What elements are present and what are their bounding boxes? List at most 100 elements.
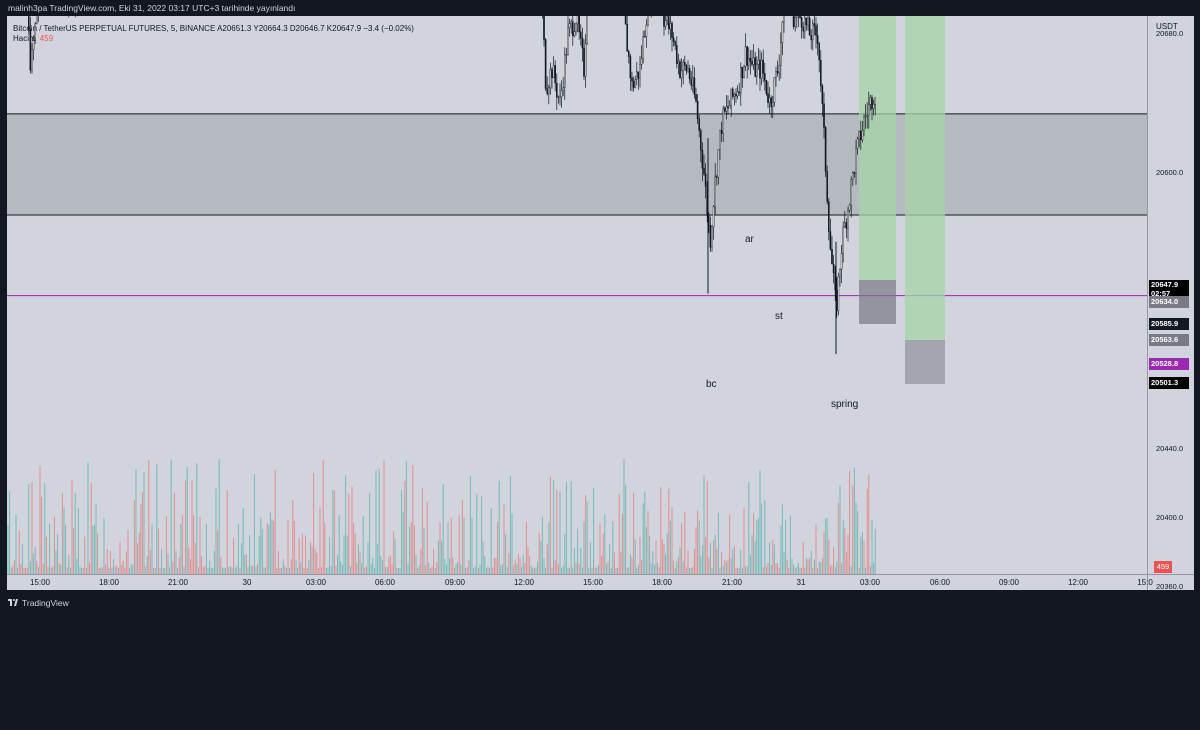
candle-body xyxy=(544,39,547,89)
candle-body xyxy=(821,85,824,104)
volume-bar xyxy=(585,494,587,574)
volume-bar xyxy=(172,561,174,574)
volume-bar xyxy=(473,567,475,574)
volume-bar xyxy=(828,539,830,574)
volume-bar xyxy=(244,554,246,574)
volume-bar xyxy=(229,566,231,574)
volume-bar xyxy=(191,480,193,574)
volume-bar xyxy=(354,533,356,574)
volume-bar xyxy=(581,567,583,574)
volume-bar xyxy=(759,469,761,574)
volume-bar xyxy=(845,552,847,574)
candle-body xyxy=(829,231,832,250)
volume-bar xyxy=(578,564,580,574)
volume-bar xyxy=(309,542,311,574)
volume-bar xyxy=(385,566,387,574)
candle-body xyxy=(556,83,558,98)
volume-legend[interactable]: Hacim 459 xyxy=(13,34,53,43)
symbol-legend[interactable]: Bitcoin / TetherUS PERPETUAL FUTURES, 5,… xyxy=(13,24,414,33)
candle-body xyxy=(775,71,777,78)
volume-bar xyxy=(157,528,159,574)
volume-bar xyxy=(349,566,351,574)
candle-body xyxy=(703,167,705,175)
candle-body xyxy=(631,77,633,82)
volume-bar xyxy=(863,540,865,574)
volume-bar xyxy=(196,463,198,574)
volume-bar xyxy=(618,494,620,574)
volume-bar xyxy=(50,567,52,574)
candle-body xyxy=(776,71,779,74)
volume-bar xyxy=(60,564,62,574)
candle-body xyxy=(749,58,752,62)
volume-bar xyxy=(524,563,526,574)
volume-bar xyxy=(154,567,156,574)
volume-bar xyxy=(461,499,463,574)
volume-bar xyxy=(204,566,206,574)
candle-body xyxy=(711,226,713,248)
volume-bar xyxy=(351,486,353,574)
volume-bar xyxy=(61,493,63,574)
candle-body xyxy=(728,105,731,109)
price-scale-divider xyxy=(1147,16,1148,590)
volume-bar xyxy=(820,562,822,574)
volume-bar xyxy=(218,459,220,574)
candle-body xyxy=(628,51,630,57)
time-label: 21:00 xyxy=(721,578,743,587)
volume-bar xyxy=(725,561,727,574)
chart-plot-area[interactable] xyxy=(7,16,1147,574)
candle-body xyxy=(28,16,30,30)
volume-bar xyxy=(362,515,364,574)
volume-bar xyxy=(457,561,459,574)
volume-bar xyxy=(167,554,169,574)
volume-bar xyxy=(412,465,414,574)
volume-bar xyxy=(26,567,28,574)
volume-bar xyxy=(489,567,491,574)
volume-bar xyxy=(553,479,555,574)
volume-bar xyxy=(389,555,391,574)
candle-body xyxy=(695,94,697,102)
volume-bar xyxy=(402,512,404,574)
footer-brand: TradingView xyxy=(22,598,69,608)
chart-frame xyxy=(7,16,1194,590)
volume-bar xyxy=(29,561,31,574)
volume-bar xyxy=(460,564,462,574)
volume-bar xyxy=(162,567,164,574)
candle-body xyxy=(586,16,588,45)
volume-bar xyxy=(420,548,422,574)
candle-body xyxy=(796,16,798,18)
volume-bar xyxy=(258,535,260,574)
annotation-bc: bc xyxy=(706,379,717,390)
candle-body xyxy=(746,46,748,66)
volume-bar xyxy=(321,566,323,574)
volume-bar xyxy=(82,567,84,574)
candle-body xyxy=(680,70,683,78)
volume-bar xyxy=(577,528,579,574)
volume-bar xyxy=(689,567,691,574)
volume-bar xyxy=(340,561,342,574)
currency-label[interactable]: USDT xyxy=(1156,22,1178,31)
candle-body xyxy=(719,130,721,151)
volume-bar xyxy=(74,492,76,574)
volume-bar xyxy=(535,567,537,574)
volume-bar xyxy=(445,564,447,574)
volume-bar xyxy=(210,567,212,574)
candle-body xyxy=(735,94,737,97)
volume-bar xyxy=(514,559,516,574)
volume-bar xyxy=(442,483,444,574)
annotation-ar: ar xyxy=(745,234,754,245)
candle-body xyxy=(800,17,803,28)
volume-bar xyxy=(575,562,577,574)
volume-bar xyxy=(801,567,803,574)
volume-bar xyxy=(300,562,302,574)
volume-bar xyxy=(429,568,431,574)
candle-body xyxy=(693,77,696,95)
volume-bar xyxy=(98,567,100,574)
volume-bar xyxy=(101,567,103,574)
volume-bar xyxy=(637,564,639,574)
volume-bar xyxy=(602,533,604,574)
candle-body xyxy=(869,97,872,105)
volume-bar xyxy=(682,561,684,574)
volume-bar xyxy=(837,502,839,574)
volume-bar xyxy=(596,567,598,574)
volume-bar xyxy=(140,504,142,574)
